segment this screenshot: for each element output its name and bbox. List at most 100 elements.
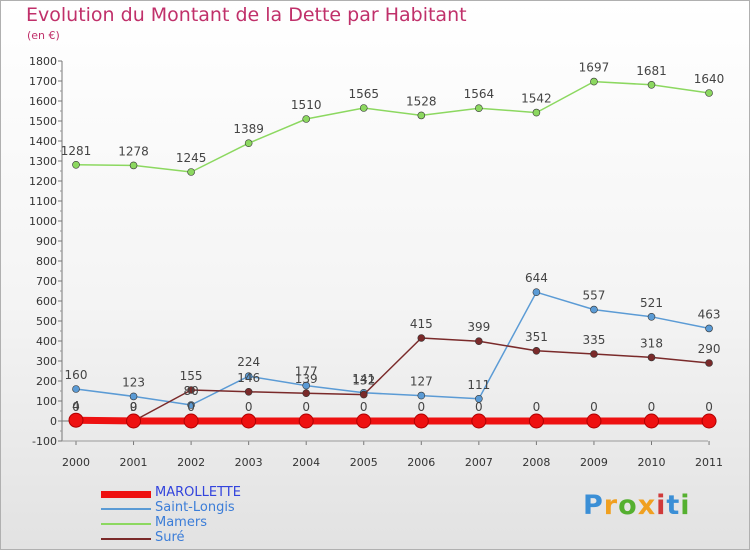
y-tick-label: 800 [36,255,57,268]
x-tick-label: 2010 [638,456,666,469]
y-tick-label: 1500 [29,115,57,128]
data-label-sur: 290 [698,342,721,356]
x-tick-label: 2001 [120,456,148,469]
x-tick-label: 2003 [235,456,263,469]
data-label-sur: 146 [237,371,260,385]
data-label-sur: 318 [640,336,663,350]
legend-item: Mamers [101,515,361,531]
data-point-saint-longis [590,305,598,314]
y-tick-label: 400 [36,335,57,348]
x-tick-label: 2002 [177,456,205,469]
data-point-marollette [298,413,314,429]
data-label-sur: 132 [352,374,375,388]
data-label-sur: 0 [72,400,80,414]
data-point-saint-longis [302,381,311,390]
data-point-saint-longis [647,312,656,321]
y-tick-label: 100 [36,395,57,408]
data-label-marollette: 0 [590,400,598,414]
y-tick-label: 600 [36,295,57,308]
y-tick-label: 1100 [29,195,57,208]
legend-label: MAROLLETTE [155,485,241,500]
data-point-marollette [701,413,717,429]
data-point-marollette [68,412,84,428]
data-point-sur [417,334,426,342]
y-tick-label: 1600 [29,95,57,108]
legend-swatch [101,538,151,540]
x-tick-label: 2005 [350,456,378,469]
x-tick-label: 2009 [580,456,608,469]
data-point-mamers [532,108,541,117]
data-label-marollette: 0 [475,400,483,414]
data-label-marollette: 4 [72,399,80,413]
data-point-marollette [126,413,142,429]
data-point-sur [590,350,598,358]
data-point-sur [705,359,713,367]
data-point-saint-longis [72,385,80,393]
legend-item: Saint-Longis [101,500,361,516]
y-tick-label: 900 [36,235,57,248]
data-point-sur [244,387,253,396]
data-label-sur: 415 [410,317,433,331]
legend-label: Mamers [155,515,207,530]
y-tick-label: 0 [50,415,57,428]
legend-label: Suré [155,530,185,545]
data-point-sur [475,337,483,346]
x-tick-label: 2004 [292,456,320,469]
data-label-mamers: 1281 [61,144,92,158]
legend-label: Saint-Longis [155,500,235,515]
data-label-marollette: 0 [648,400,656,414]
data-point-saint-longis [475,394,483,403]
data-label-marollette: 0 [417,400,425,414]
data-point-sur [532,346,541,355]
data-label-saint-longis: 127 [410,375,433,389]
data-label-mamers: 1681 [636,64,667,78]
series-line-marollette [75,416,710,425]
data-point-mamers [129,161,138,170]
x-tick-label: 2007 [465,456,493,469]
y-tick-label: 1200 [29,175,57,188]
data-point-marollette [644,413,659,429]
data-label-saint-longis: 177 [295,365,318,379]
data-label-saint-longis: 224 [237,355,260,369]
data-label-saint-longis: 557 [582,289,605,303]
proxiti-logo: Proxiti [583,490,691,521]
data-label-mamers: 1542 [521,92,552,106]
chart-unit-label: (en €) [27,29,60,42]
data-label-sur: 9 [130,400,138,414]
data-point-sur [647,353,656,362]
data-label-mamers: 1245 [176,151,207,165]
data-label-mamers: 1565 [348,87,379,101]
data-point-mamers [359,104,368,112]
legend-swatch [101,490,151,498]
y-tick-label: 1300 [29,155,57,168]
data-label-sur: 155 [180,369,203,383]
data-label-marollette: 0 [245,400,253,414]
data-point-mamers [417,111,426,120]
data-label-marollette: 0 [187,400,195,414]
data-label-sur: 335 [582,333,605,347]
data-label-saint-longis: 521 [640,296,663,310]
data-point-saint-longis [417,391,426,400]
data-label-marollette: 0 [533,400,541,414]
data-point-marollette [471,413,487,429]
data-label-mamers: 1640 [694,72,725,86]
data-point-saint-longis [129,392,138,401]
data-point-mamers [647,81,656,89]
y-tick-label: 500 [36,315,57,328]
data-point-saint-longis [705,324,713,333]
data-label-mamers: 1389 [233,122,264,136]
legend: MAROLLETTE Saint-Longis Mamers Suré [101,485,361,546]
data-label-sur: 139 [295,372,318,386]
series-line-mamers [75,80,710,173]
data-point-marollette [528,413,544,429]
data-label-mamers: 1278 [118,144,149,158]
y-tick-label: 700 [36,275,57,288]
data-point-mamers [187,168,195,176]
data-label-marollette: 0 [705,400,713,414]
data-point-mamers [302,115,311,123]
data-point-sur [302,389,311,398]
y-tick-label: 200 [36,375,57,388]
data-point-marollette [356,413,372,429]
